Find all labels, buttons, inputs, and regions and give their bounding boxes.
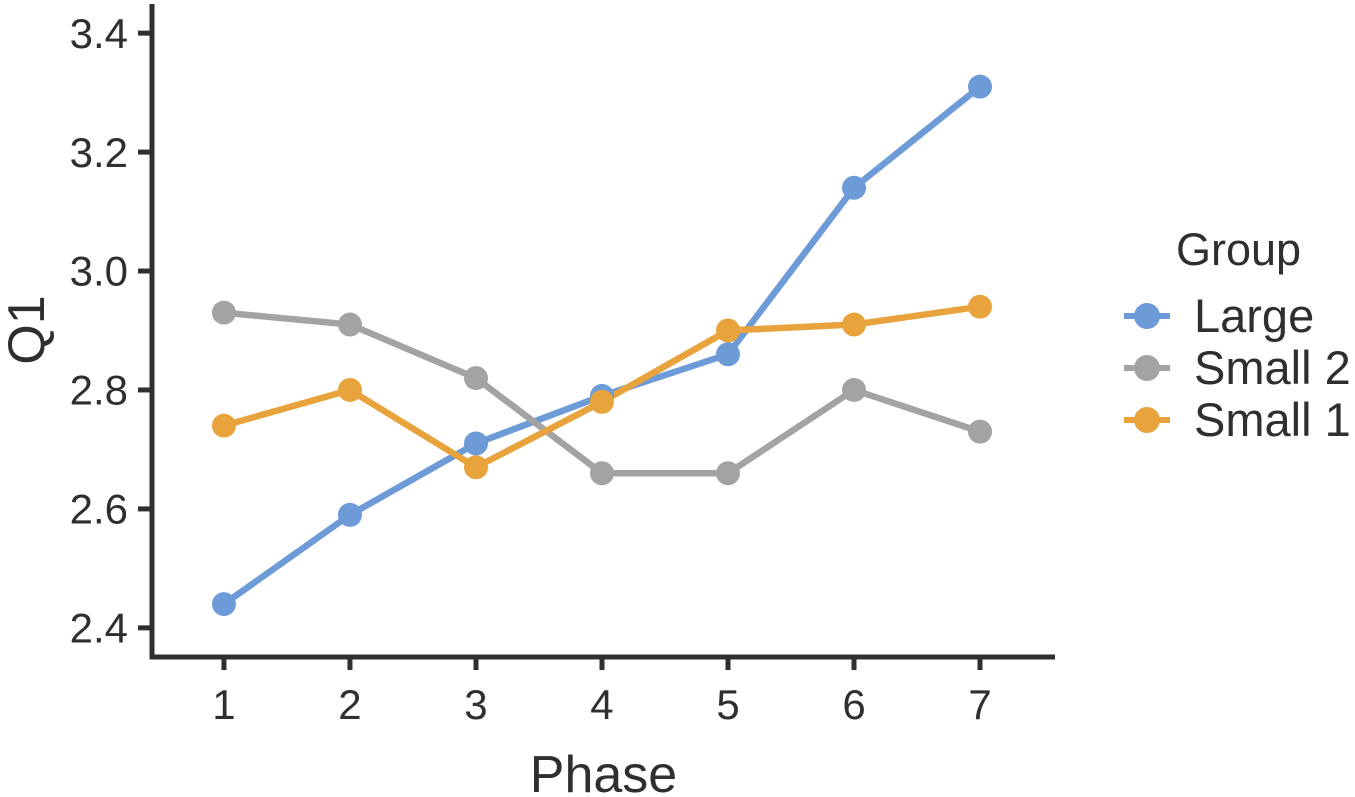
data-point-small-2 [968,419,993,444]
legend-key-small-1 [1124,407,1170,433]
data-point-small-2 [337,312,362,337]
y-tick-label: 2.8 [70,367,128,414]
y-tick-label: 2.6 [70,486,128,533]
legend-key-large [1124,303,1170,329]
x-tick-label: 7 [968,681,991,728]
y-tick-label: 3.0 [70,248,128,295]
data-point-small-2 [211,300,236,325]
legend-point-icon [1134,407,1160,433]
data-point-small-1 [589,389,614,414]
series-line-large [222,84,983,607]
x-tick-label: 4 [590,681,613,728]
legend: Group Large Small 2 Small 1 [1120,224,1355,446]
x-tick-label: 6 [842,681,865,728]
data-point-large [842,175,867,200]
data-point-large [211,592,236,617]
x-tick-label: 5 [716,681,739,728]
legend-item-small-2: Small 2 [1120,342,1355,394]
legend-label-large: Large [1194,289,1315,342]
legend-label-small-2: Small 2 [1194,341,1351,394]
y-tick-label: 2.4 [70,605,128,652]
y-tick-label: 3.4 [70,10,128,57]
data-point-small-1 [968,294,993,319]
legend-item-small-1: Small 1 [1120,394,1355,446]
data-point-small-1 [211,413,236,438]
data-point-large [463,431,488,456]
legend-label-small-1: Small 1 [1194,393,1351,446]
x-tick-label: 3 [464,681,487,728]
data-point-small-2 [463,366,488,391]
legend-title: Group [1176,224,1302,275]
data-point-small-2 [842,377,867,402]
data-point-large [968,74,993,99]
data-point-small-1 [715,318,740,343]
data-point-large [715,342,740,367]
y-axis-title: Q1 [0,295,56,364]
x-tick-label: 1 [212,681,235,728]
legend-point-icon [1134,355,1160,381]
data-point-large [337,502,362,527]
legend-item-large: Large [1120,290,1355,342]
x-axis-title: Phase [530,746,677,797]
data-point-small-1 [337,377,362,402]
data-point-small-2 [589,461,614,486]
legend-key-small-2 [1124,355,1170,381]
y-tick-label: 3.2 [70,129,128,176]
x-tick-label: 2 [338,681,361,728]
data-point-small-2 [715,461,740,486]
data-point-small-1 [842,312,867,337]
data-point-small-1 [463,455,488,480]
legend-point-icon [1134,303,1160,329]
